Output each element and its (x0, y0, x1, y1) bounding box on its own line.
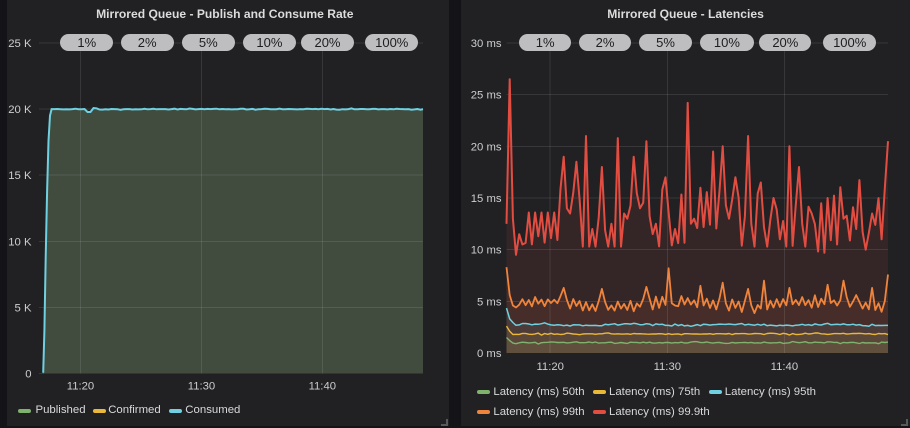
svg-text:5 K: 5 K (15, 302, 32, 314)
svg-text:11:30: 11:30 (654, 361, 681, 373)
svg-text:15 K: 15 K (8, 170, 32, 182)
svg-text:25 ms: 25 ms (471, 90, 502, 102)
svg-text:11:20: 11:20 (67, 381, 94, 393)
svg-text:10 K: 10 K (8, 236, 32, 248)
svg-text:20 ms: 20 ms (471, 141, 502, 153)
svg-text:25 K: 25 K (8, 38, 32, 50)
svg-text:11:40: 11:40 (771, 361, 798, 373)
svg-text:11:30: 11:30 (188, 381, 215, 393)
svg-text:0: 0 (25, 369, 31, 381)
svg-text:15 ms: 15 ms (471, 193, 502, 205)
svg-text:0 ms: 0 ms (477, 348, 502, 360)
svg-text:11:20: 11:20 (536, 361, 563, 373)
svg-text:5 ms: 5 ms (477, 296, 502, 308)
svg-text:20 K: 20 K (8, 104, 32, 116)
svg-text:30 ms: 30 ms (471, 38, 502, 50)
svg-text:11:40: 11:40 (309, 381, 336, 393)
svg-text:10 ms: 10 ms (471, 245, 502, 257)
